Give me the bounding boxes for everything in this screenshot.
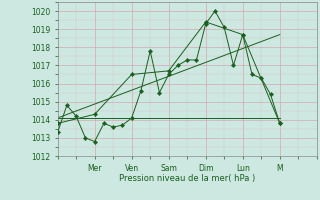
X-axis label: Pression niveau de la mer( hPa ): Pression niveau de la mer( hPa ) [119, 174, 255, 183]
